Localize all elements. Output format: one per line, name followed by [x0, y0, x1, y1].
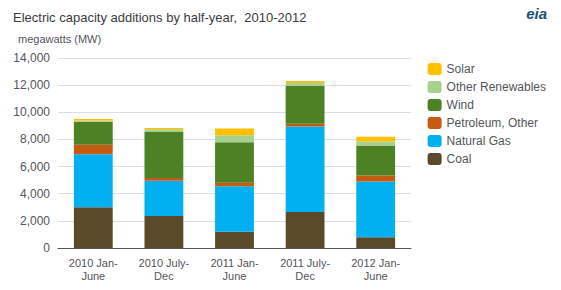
svg-text:eia: eia: [526, 5, 547, 22]
svg-text:8,000: 8,000: [20, 132, 50, 146]
svg-text:Other Renewables: Other Renewables: [447, 80, 546, 94]
svg-text:0: 0: [43, 241, 50, 255]
svg-text:2012 Jan-: 2012 Jan-: [351, 257, 400, 269]
svg-text:Electric capacity additions by: Electric capacity additions by half-year…: [13, 10, 306, 25]
svg-text:Dec: Dec: [295, 270, 315, 282]
svg-text:12,000: 12,000: [13, 78, 50, 92]
svg-text:6,000: 6,000: [20, 160, 50, 174]
svg-text:megawatts (MW): megawatts (MW): [18, 33, 101, 45]
svg-text:10,000: 10,000: [13, 105, 50, 119]
svg-text:2010 Jan-: 2010 Jan-: [69, 257, 118, 269]
svg-text:Petroleum, Other: Petroleum, Other: [447, 116, 538, 130]
svg-text:Natural Gas: Natural Gas: [447, 134, 511, 148]
svg-text:2010 July-: 2010 July-: [139, 257, 190, 269]
svg-text:Coal: Coal: [447, 152, 472, 166]
svg-text:Wind: Wind: [447, 98, 474, 112]
svg-text:June: June: [364, 270, 388, 282]
svg-text:14,000: 14,000: [13, 51, 50, 65]
svg-text:2011 July-: 2011 July-: [280, 257, 330, 269]
svg-text:2,000: 2,000: [20, 214, 50, 228]
svg-text:2011 Jan-: 2011 Jan-: [210, 257, 258, 269]
svg-text:June: June: [81, 270, 105, 282]
svg-text:June: June: [223, 270, 247, 282]
svg-text:Solar: Solar: [447, 62, 475, 76]
svg-text:Dec: Dec: [154, 270, 174, 282]
svg-text:4,000: 4,000: [20, 187, 50, 201]
